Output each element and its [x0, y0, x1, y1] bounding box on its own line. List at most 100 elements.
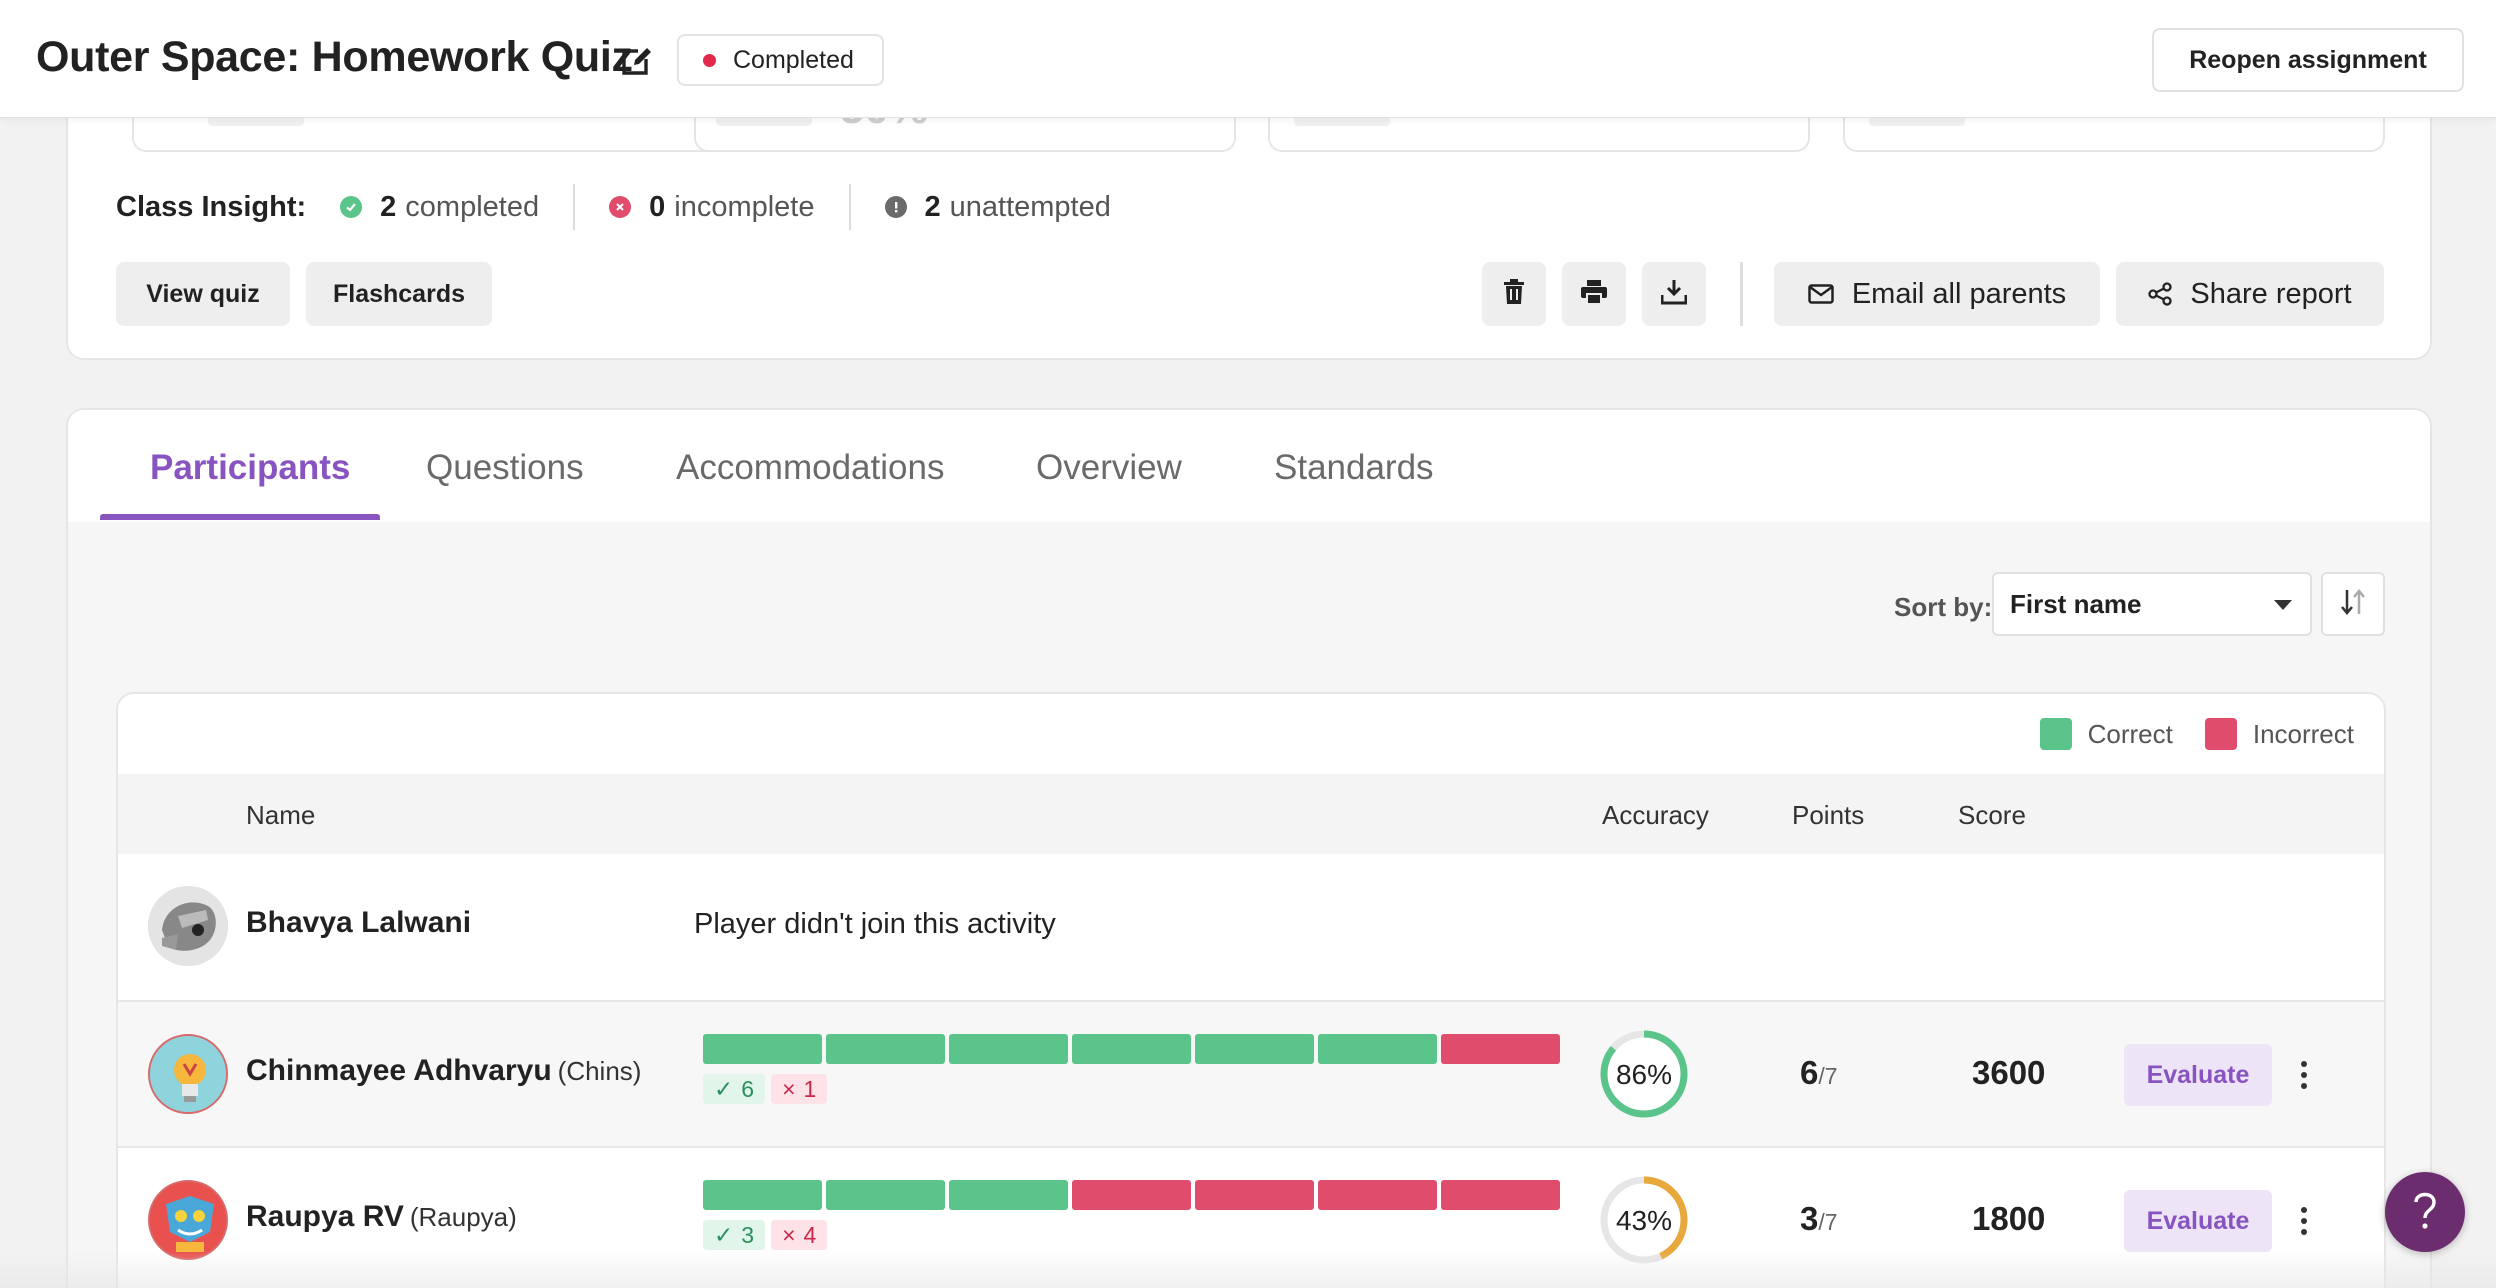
- answer-bar-2-correct[interactable]: [826, 1180, 945, 1210]
- incorrect-count: 4: [803, 1221, 817, 1248]
- table-row[interactable]: Bhavya Lalwani Player didn't join this a…: [118, 854, 2384, 1000]
- incomplete-text: incomplete: [674, 190, 815, 223]
- table-row[interactable]: Chinmayee Adhvaryu (Chins) ✓ 6 × 1 86%: [118, 1000, 2384, 1146]
- answer-bar-7-incorrect[interactable]: [1441, 1034, 1560, 1064]
- points-value: 3/7: [1800, 1200, 1838, 1238]
- evaluate-button[interactable]: Evaluate: [2124, 1044, 2272, 1106]
- correct-count-pill: ✓ 3: [703, 1220, 766, 1250]
- sort-select-value: First name: [2010, 588, 2142, 619]
- participants-table: Correct Incorrect Name Accuracy Points S…: [116, 692, 2386, 1288]
- x-circle-icon: [609, 196, 632, 218]
- answer-bar-1-correct[interactable]: [703, 1180, 822, 1210]
- unattempted-text: unattempted: [949, 190, 1111, 223]
- accuracy-value: 86%: [1616, 1059, 1672, 1090]
- tab-participants[interactable]: Participants: [150, 448, 351, 487]
- answer-bar-3-correct[interactable]: [949, 1034, 1068, 1064]
- correct-count-pill: ✓ 6: [703, 1074, 766, 1104]
- avatar: [148, 886, 228, 966]
- incomplete-insight: 0 incomplete: [609, 190, 815, 224]
- accuracy-ring: 86%: [1598, 1028, 1690, 1120]
- answer-bar-4-correct[interactable]: [1072, 1034, 1191, 1064]
- answer-bar-4-incorrect[interactable]: [1072, 1180, 1191, 1210]
- points-earned: 6: [1800, 1054, 1819, 1091]
- legend-swatch: [2204, 718, 2237, 750]
- more-vertical-icon[interactable]: [2294, 1201, 2314, 1241]
- evaluate-label: Evaluate: [2146, 1206, 2250, 1235]
- divider: [1740, 262, 1743, 326]
- correct-count: 6: [741, 1075, 755, 1102]
- sort-select[interactable]: First name: [1992, 572, 2312, 636]
- edit-icon[interactable]: [620, 43, 654, 77]
- answer-bar-1-correct[interactable]: [703, 1034, 822, 1064]
- sort-label: Sort by:: [1894, 592, 1993, 622]
- legend-swatch: [2039, 718, 2072, 750]
- completed-text: completed: [405, 190, 540, 223]
- tab-standards[interactable]: Standards: [1274, 448, 1434, 487]
- score-value: 3600: [1972, 1054, 2046, 1091]
- table-header: Name Accuracy Points Score: [118, 774, 2384, 854]
- answer-bar-6-incorrect[interactable]: [1318, 1180, 1437, 1210]
- participant-full-name: Raupya RV: [246, 1200, 404, 1233]
- delete-button[interactable]: [1482, 262, 1546, 326]
- incorrect-count-pill: × 4: [771, 1220, 828, 1250]
- tab-accommodations[interactable]: Accommodations: [676, 448, 945, 487]
- status-badge: Completed: [677, 34, 884, 86]
- help-button[interactable]: [2385, 1172, 2465, 1252]
- incomplete-count: 0: [649, 190, 666, 223]
- answer-bar-6-correct[interactable]: [1318, 1034, 1437, 1064]
- x-icon: ×: [782, 1221, 796, 1248]
- avatar: [148, 1034, 228, 1114]
- email-all-parents-button[interactable]: Email all parents: [1774, 262, 2100, 326]
- trash-icon: [1503, 278, 1525, 310]
- evaluate-button[interactable]: Evaluate: [2124, 1190, 2272, 1252]
- answer-counts: ✓ 6 × 1: [703, 1074, 828, 1104]
- answer-bars: [703, 1180, 1560, 1210]
- participant-name[interactable]: Raupya RV (Raupya): [246, 1200, 517, 1234]
- flashcards-button[interactable]: Flashcards: [306, 262, 492, 326]
- view-quiz-button[interactable]: View quiz: [116, 262, 290, 326]
- completed-count: 2: [380, 190, 397, 223]
- participant-name[interactable]: Bhavya Lalwani: [246, 906, 472, 939]
- exclamation-circle-icon: [884, 196, 907, 218]
- share-report-button[interactable]: Share report: [2116, 262, 2384, 326]
- check-circle-icon: [340, 196, 363, 218]
- points-total: /7: [1818, 1063, 1838, 1089]
- legend-label: Correct: [2087, 718, 2173, 749]
- unattempted-count: 2: [924, 190, 941, 223]
- header-accuracy: Accuracy: [1602, 800, 1709, 830]
- flashcards-label: Flashcards: [332, 279, 465, 308]
- active-tab-indicator: [100, 514, 380, 520]
- answer-bar-5-correct[interactable]: [1195, 1034, 1314, 1064]
- answer-bar-3-correct[interactable]: [949, 1180, 1068, 1210]
- print-button[interactable]: [1562, 262, 1626, 326]
- mail-icon: [1808, 284, 1834, 304]
- answer-bar-7-incorrect[interactable]: [1441, 1180, 1560, 1210]
- completed-insight: 2 completed: [340, 191, 539, 224]
- sort-direction-button[interactable]: [2321, 572, 2385, 636]
- answer-bar-5-incorrect[interactable]: [1195, 1180, 1314, 1210]
- points-value: 6/7: [1800, 1054, 1838, 1092]
- header-name: Name: [246, 800, 316, 830]
- download-icon: [1660, 279, 1688, 310]
- avatar: [148, 1180, 228, 1260]
- reopen-assignment-button[interactable]: Reopen assignment: [2152, 28, 2464, 92]
- download-button[interactable]: [1642, 262, 1706, 326]
- caret-down-icon: [2274, 600, 2292, 610]
- not-joined-note: Player didn't join this activity: [694, 908, 1056, 940]
- email-all-parents-label: Email all parents: [1851, 277, 2067, 310]
- tab-questions[interactable]: Questions: [426, 448, 584, 487]
- legend: Correct Incorrect: [2008, 718, 2354, 750]
- points-earned: 3: [1800, 1200, 1819, 1237]
- incorrect-count: 1: [803, 1075, 817, 1102]
- participant-name[interactable]: Chinmayee Adhvaryu (Chins): [246, 1054, 641, 1088]
- x-icon: ×: [782, 1075, 796, 1102]
- check-icon: ✓: [714, 1221, 734, 1248]
- more-vertical-icon[interactable]: [2294, 1055, 2314, 1095]
- tab-overview[interactable]: Overview: [1036, 448, 1182, 487]
- sort-direction-icon: [2337, 586, 2369, 623]
- check-icon: ✓: [714, 1075, 734, 1102]
- incorrect-count-pill: × 1: [771, 1074, 828, 1104]
- answer-bar-2-correct[interactable]: [826, 1034, 945, 1064]
- unattempted-insight: 2 unattempted: [884, 190, 1111, 224]
- accuracy-value: 43%: [1616, 1205, 1672, 1236]
